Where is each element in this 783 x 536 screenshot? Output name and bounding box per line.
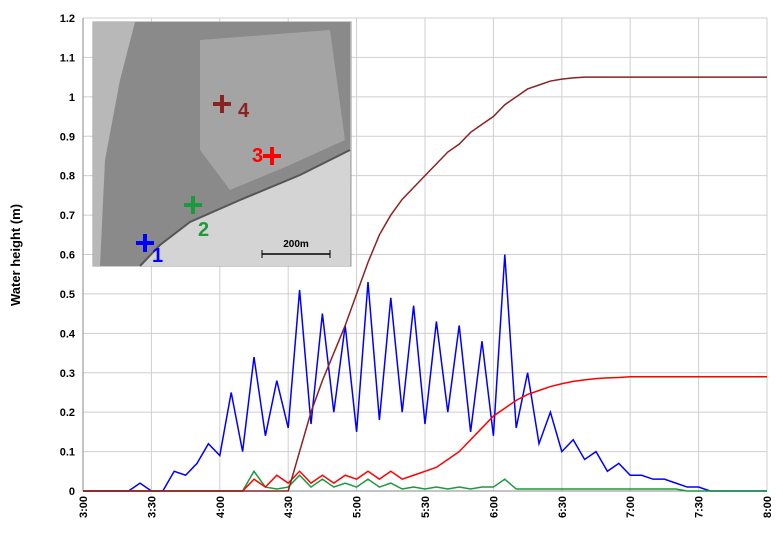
map-marker-label: 2 [198, 219, 209, 241]
x-tick-label: 4:30 [283, 496, 295, 518]
x-tick-label: 6:30 [557, 496, 569, 518]
x-tick-label: 7:00 [625, 496, 637, 518]
y-tick-label: 0.3 [60, 368, 75, 380]
y-tick-label: 0.1 [60, 447, 75, 459]
map-marker-label: 4 [238, 100, 250, 122]
x-tick-label: 7:30 [694, 496, 706, 518]
x-tick-label: 5:00 [352, 496, 364, 518]
x-tick-label: 5:30 [420, 496, 432, 518]
x-tick-label: 4:00 [215, 496, 227, 518]
x-tick-label: 3:00 [78, 496, 90, 518]
y-tick-label: 1.2 [60, 13, 75, 25]
y-tick-label: 1 [69, 92, 75, 104]
scale-label: 200m [283, 239, 309, 250]
y-tick-label: 0.2 [60, 407, 75, 419]
chart: 0 0.1 0.2 0.3 0.4 0.5 0.6 0.7 0.8 0.9 1 1.1 1.2 3:00 3… [0, 0, 783, 531]
y-tick-label: 0.8 [60, 171, 75, 183]
y-tick-label: 1.1 [60, 52, 75, 64]
x-tick-label: 8:00 [762, 496, 774, 518]
inset-map: 200m 1 2 3 4 [93, 22, 351, 267]
y-tick-label: 0 [69, 486, 75, 498]
y-tick-label: 0.9 [60, 131, 75, 143]
y-tick-label: 0.6 [60, 250, 75, 262]
y-tick-label: 0.5 [60, 289, 75, 301]
x-tick-label: 6:00 [488, 496, 500, 518]
y-axis-label: Water height (m) [8, 204, 23, 306]
map-marker-label: 3 [252, 145, 263, 167]
y-tick-label: 0.7 [60, 210, 75, 222]
y-tick-label: 0.4 [60, 328, 76, 340]
map-marker-label: 1 [152, 245, 163, 267]
x-tick-label: 3:30 [146, 496, 158, 518]
